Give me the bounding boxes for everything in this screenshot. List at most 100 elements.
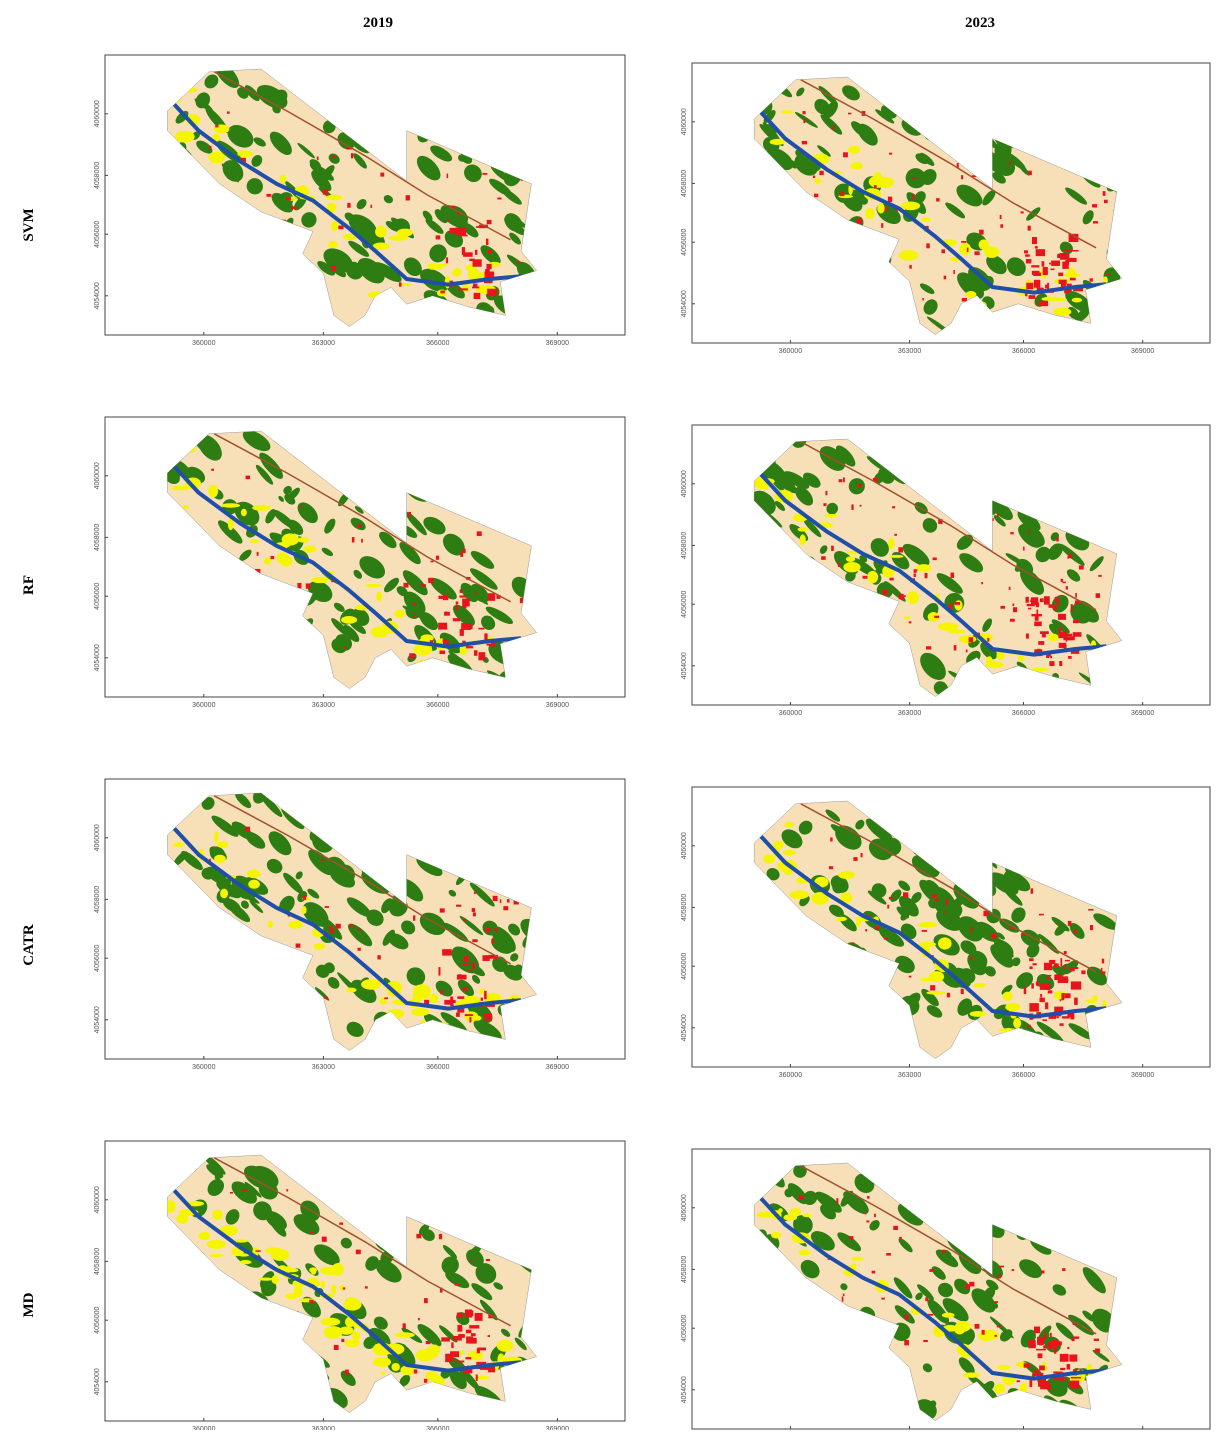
vegetation <box>458 154 466 162</box>
vegetation <box>1018 524 1042 548</box>
vegetation <box>460 582 479 603</box>
built-up <box>1067 1346 1070 1350</box>
vegetation <box>470 550 495 569</box>
vegetation <box>919 152 935 166</box>
built-up <box>517 260 521 264</box>
built-up <box>1034 621 1042 627</box>
vegetation <box>954 1278 971 1295</box>
y-tick-label: 4056000 <box>94 220 101 247</box>
agriculture <box>285 1293 298 1299</box>
agriculture <box>802 1213 812 1218</box>
y-tick-label: 4054000 <box>94 1368 101 1395</box>
built-up <box>450 1351 460 1358</box>
vegetation <box>320 165 335 181</box>
built-up <box>999 214 1002 220</box>
built-up <box>841 1296 844 1302</box>
map-panel: 360000 363000 366000 369000 4060000 4058000 40… <box>94 778 626 1071</box>
y-tick-label: 4054000 <box>94 644 101 671</box>
vegetation <box>870 538 889 557</box>
agriculture <box>444 275 451 289</box>
built-up <box>971 175 978 177</box>
agriculture <box>996 650 1005 661</box>
built-up <box>1064 959 1070 962</box>
vegetation <box>999 1329 1013 1342</box>
vegetation <box>1070 603 1092 624</box>
vegetation <box>227 125 254 148</box>
built-up <box>874 1213 876 1218</box>
built-up <box>320 859 325 861</box>
agriculture <box>176 1213 189 1224</box>
vegetation <box>365 1256 379 1271</box>
built-up <box>455 1360 465 1363</box>
agriculture <box>823 513 839 518</box>
built-up <box>513 900 519 905</box>
vegetation <box>434 209 448 224</box>
map-panel: 360000 363000 366000 369000 4060000 4058000 40… <box>681 62 1211 355</box>
vegetation <box>1052 1284 1067 1296</box>
built-up <box>838 479 843 483</box>
built-up <box>309 1232 314 1234</box>
built-up <box>926 646 932 650</box>
built-up <box>485 927 491 932</box>
built-up <box>1028 295 1036 299</box>
agriculture <box>343 233 357 241</box>
built-up <box>1007 162 1012 165</box>
built-up <box>471 962 475 969</box>
built-up <box>970 927 973 933</box>
agriculture <box>1013 1017 1022 1029</box>
built-up <box>856 218 862 224</box>
y-tick-label: 4060000 <box>681 1194 688 1221</box>
vegetation <box>990 500 1013 521</box>
vegetation <box>471 1283 493 1301</box>
x-tick-label: 369000 <box>1131 710 1154 717</box>
vegetation <box>514 1337 527 1351</box>
agriculture <box>380 1371 386 1376</box>
built-up <box>1042 266 1048 275</box>
vegetation <box>1093 913 1118 930</box>
vegetation <box>931 896 956 920</box>
built-up <box>908 975 912 978</box>
built-up <box>356 524 362 528</box>
agriculture <box>280 555 293 567</box>
agriculture <box>326 202 337 213</box>
built-up <box>953 270 955 275</box>
built-up <box>420 584 426 587</box>
x-tick-label: 369000 <box>1131 1072 1154 1079</box>
built-up <box>1053 1371 1063 1374</box>
vegetation <box>896 906 910 919</box>
vegetation <box>356 199 367 210</box>
x-tick-label: 369000 <box>546 340 569 347</box>
built-up <box>1062 1016 1070 1019</box>
agriculture <box>320 1280 326 1289</box>
built-up <box>425 1340 431 1345</box>
built-up <box>1038 1379 1042 1387</box>
built-up <box>344 646 347 650</box>
built-up <box>1060 282 1066 289</box>
built-up <box>460 552 464 557</box>
agriculture <box>352 1331 360 1341</box>
agriculture <box>175 130 195 143</box>
built-up <box>1027 1364 1030 1367</box>
vegetation <box>406 967 426 986</box>
vegetation <box>898 895 919 917</box>
x-tick-label: 363000 <box>312 702 335 709</box>
built-up <box>1048 1014 1057 1019</box>
built-up <box>295 943 301 948</box>
built-up <box>474 1312 483 1321</box>
agriculture <box>286 1265 292 1273</box>
built-up <box>451 1342 454 1349</box>
vegetation <box>368 565 378 573</box>
x-tick-label: 363000 <box>312 1064 335 1071</box>
built-up <box>1023 986 1027 995</box>
vegetation <box>445 205 469 226</box>
built-up <box>463 956 469 963</box>
agriculture <box>937 622 958 631</box>
built-up <box>1078 565 1084 570</box>
built-up <box>1031 270 1040 275</box>
y-tick-label: 4058000 <box>681 894 688 921</box>
built-up <box>1039 983 1051 990</box>
vegetation <box>311 170 332 192</box>
built-up <box>459 595 467 598</box>
built-up <box>1060 578 1064 582</box>
built-up <box>1030 1344 1036 1348</box>
